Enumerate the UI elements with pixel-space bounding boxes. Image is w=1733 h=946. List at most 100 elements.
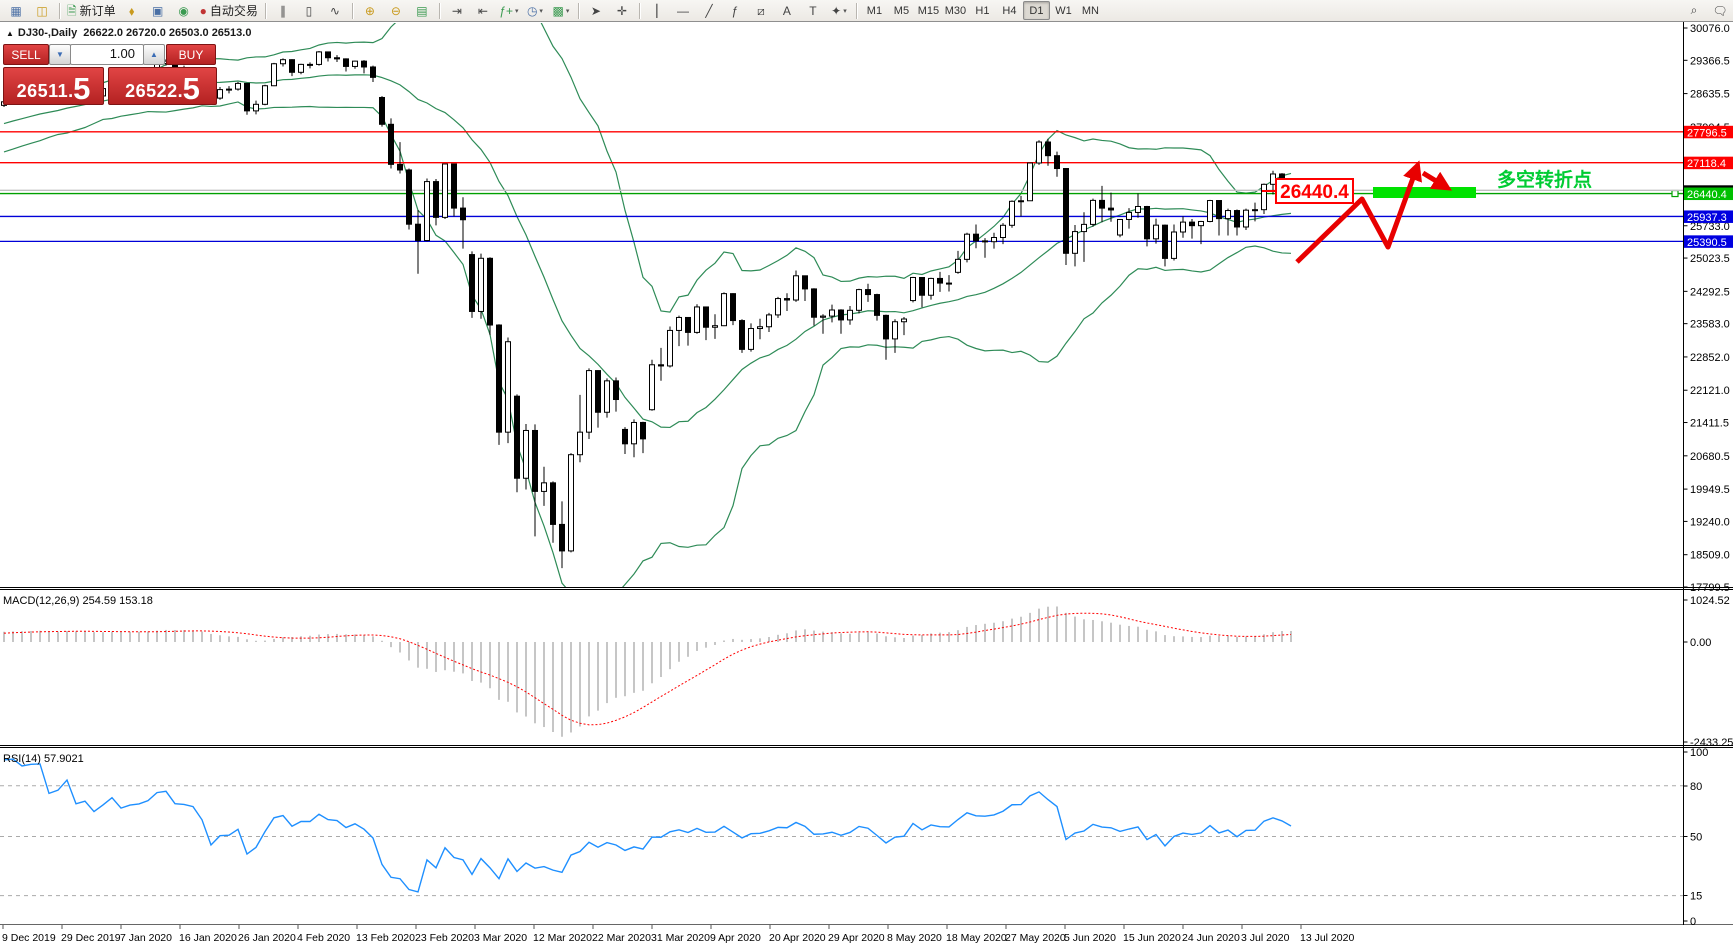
timeframe-d1-button[interactable]: D1 — [1022, 1, 1050, 20]
volume-decrease-button[interactable]: ▼ — [49, 44, 71, 65]
signals-icon[interactable]: ◉ — [171, 1, 197, 21]
equidistant-channel-icon[interactable]: ⧄ — [748, 1, 774, 21]
cursor-icon: ➤ — [590, 3, 601, 18]
toolbar-separator — [59, 2, 60, 19]
bid-fraction: 5 — [73, 70, 91, 106]
autotrading-button[interactable]: ● 自动交易 — [197, 1, 261, 21]
svg-text:22 Mar 2020: 22 Mar 2020 — [592, 932, 651, 944]
new-chart-window-icon: ▦ — [10, 3, 22, 18]
volume-increase-button[interactable]: ▲ — [143, 44, 165, 65]
horizontal-line-objects[interactable] — [0, 131, 1683, 243]
sell-button[interactable]: SELL — [3, 44, 49, 65]
timeframe-h1-button[interactable]: H1 — [975, 4, 990, 17]
svg-text:19949.5: 19949.5 — [1690, 484, 1730, 496]
chart-shift-icon: ⇤ — [477, 3, 488, 18]
new-order-button[interactable]: 🗎 新订单 — [64, 1, 119, 21]
timeframe-h4-button[interactable]: H4 — [1002, 4, 1017, 17]
svg-text:22121.0: 22121.0 — [1690, 385, 1730, 397]
timeframe-m5-button[interactable]: M5 — [893, 4, 910, 17]
new-chart-window-icon[interactable]: ▦ — [3, 1, 29, 21]
line-chart-mode-icon: ∿ — [329, 3, 340, 18]
search-icon[interactable]: ⌕ — [1690, 3, 1698, 17]
symbol-name: DJ30-,Daily — [17, 27, 78, 39]
toolbar-separator — [855, 2, 857, 19]
price-axis: 30076.029366.528635.527904.525733.025023… — [1683, 23, 1733, 928]
indicator-labels: MACD(12,26,9) 254.59 153.18 RSI(14) 57.90… — [3, 595, 153, 765]
tile-windows-icon[interactable]: ▤ — [409, 1, 435, 21]
svg-text:25023.5: 25023.5 — [1690, 253, 1730, 265]
text-label-icon[interactable]: T — [800, 1, 826, 21]
svg-text:0: 0 — [1690, 916, 1696, 928]
fibonacci-icon[interactable]: ƒ — [722, 1, 748, 21]
chart-shift-icon[interactable]: ⇤ — [470, 1, 496, 21]
ask-dot: . — [177, 81, 183, 101]
turning-point-note-text: 多空转折点 — [1497, 168, 1592, 191]
svg-text:7 Jan 2020: 7 Jan 2020 — [120, 932, 172, 944]
svg-text:25937.3: 25937.3 — [1687, 212, 1727, 224]
horizontal-line-icon[interactable]: ― — [670, 1, 696, 21]
bar-chart-mode-icon[interactable]: ∥ — [270, 1, 296, 21]
svg-text:29 Dec 2019: 29 Dec 2019 — [61, 932, 121, 944]
indicators-list-icon[interactable]: ƒ+ ▾ — [496, 1, 522, 21]
styles-bucket-icon[interactable]: ⬧ — [119, 1, 145, 21]
svg-text:25733.0: 25733.0 — [1690, 221, 1730, 233]
one-click-trade-panel: ▲ DJ30-,Daily 26622.0 26720.0 26503.0 2651… — [0, 24, 251, 108]
data-window-icon[interactable]: ◫ — [29, 1, 55, 21]
analysis-annotations[interactable]: 26440.4 多空转折点 — [1262, 160, 1592, 264]
svg-text:0.00: 0.00 — [1690, 637, 1711, 649]
hline-selection-handle — [1671, 189, 1679, 198]
zoom-out-icon[interactable]: ⊖ — [383, 1, 409, 21]
svg-text:12 Mar 2020: 12 Mar 2020 — [533, 932, 592, 944]
svg-text:13 Jul 2020: 13 Jul 2020 — [1300, 932, 1354, 944]
trendline-icon[interactable]: ╱ — [696, 1, 722, 21]
arrows-icon[interactable]: ✦ ▾ — [826, 1, 852, 21]
collapse-panel-icon[interactable]: ▲ — [6, 29, 14, 38]
svg-text:28635.5: 28635.5 — [1690, 89, 1730, 101]
new-order-label: 新订单 — [79, 4, 116, 18]
bid-dot: . — [68, 81, 74, 101]
templates-icon[interactable]: ▩ ▾ — [548, 1, 574, 21]
rsi-panel — [0, 758, 1683, 897]
templates-icon: ▩ — [552, 3, 564, 18]
svg-text:13 Feb 2020: 13 Feb 2020 — [356, 932, 415, 944]
svg-text:17799.5: 17799.5 — [1690, 582, 1730, 594]
sell-price-button[interactable]: 26511. 5 — [3, 67, 104, 105]
svg-text:15 Jun 2020: 15 Jun 2020 — [1123, 932, 1181, 944]
svg-text:100: 100 — [1690, 747, 1708, 759]
autotrading-label: 自动交易 — [209, 4, 258, 18]
cursor-icon[interactable]: ➤ — [583, 1, 609, 21]
buy-button[interactable]: BUY — [166, 44, 216, 65]
timeframe-m1-button[interactable]: M1 — [866, 4, 883, 17]
svg-text:27118.4: 27118.4 — [1687, 158, 1726, 170]
svg-text:9 Apr 2020: 9 Apr 2020 — [710, 932, 761, 944]
panel-frames — [0, 22, 1733, 925]
timeframe-m15-button[interactable]: M15 — [917, 4, 940, 17]
svg-text:30076.0: 30076.0 — [1690, 23, 1730, 35]
auto-scroll-icon[interactable]: ⇥ — [444, 1, 470, 21]
svg-text:19240.0: 19240.0 — [1690, 516, 1730, 528]
svg-text:22852.0: 22852.0 — [1690, 352, 1730, 364]
timeframe-m30-button[interactable]: M30 — [944, 4, 967, 17]
line-chart-mode-icon[interactable]: ∿ — [322, 1, 348, 21]
periods-icon[interactable]: ◷ ▾ — [522, 1, 548, 21]
vertical-line-icon[interactable]: ⎮ — [644, 1, 670, 21]
timeframe-w1-button[interactable]: W1 — [1055, 4, 1072, 17]
timeframe-mn-button[interactable]: MN — [1081, 4, 1099, 17]
zoom-in-icon[interactable]: ⊕ — [357, 1, 383, 21]
buy-price-button[interactable]: 26522. 5 — [108, 67, 217, 105]
crosshair-icon: ✛ — [616, 3, 627, 18]
data-window-icon: ◫ — [36, 3, 48, 18]
svg-text:29 Apr 2020: 29 Apr 2020 — [828, 932, 885, 944]
svg-text:25390.5: 25390.5 — [1687, 237, 1727, 249]
dropdown-arrow-icon: ▾ — [565, 7, 570, 15]
chat-icon[interactable]: 🗨 — [1712, 3, 1728, 18]
svg-text:23583.0: 23583.0 — [1690, 319, 1730, 331]
price-flag-text: 26440.4 — [1280, 182, 1349, 203]
terminal-icon[interactable]: ▣ — [145, 1, 171, 21]
crosshair-icon[interactable]: ✛ — [609, 1, 635, 21]
volume-input[interactable]: 1.00 — [70, 44, 144, 65]
toolbar-separator — [351, 2, 353, 19]
candlestick-mode-icon[interactable]: ▯ — [296, 1, 322, 21]
text-icon[interactable]: A — [774, 1, 800, 21]
